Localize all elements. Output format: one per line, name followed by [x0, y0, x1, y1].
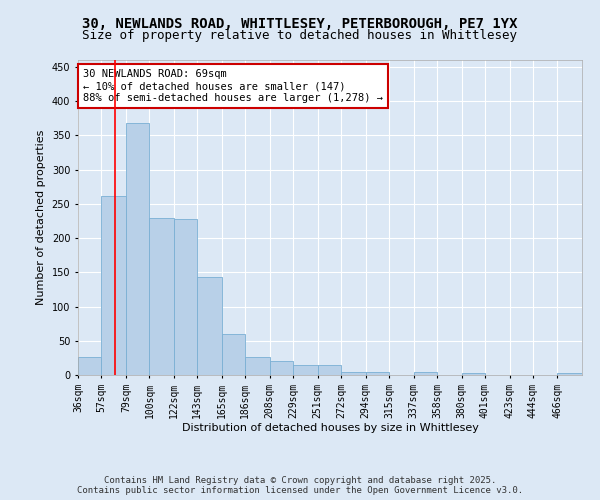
Bar	[197, 277, 222, 375]
Bar	[318, 364, 341, 375]
Text: Contains HM Land Registry data © Crown copyright and database right 2025.
Contai: Contains HM Land Registry data © Crown c…	[77, 476, 523, 495]
Bar	[174, 219, 197, 375]
Y-axis label: Number of detached properties: Number of detached properties	[36, 130, 46, 305]
Bar	[222, 334, 245, 375]
Bar	[293, 364, 318, 375]
Text: Size of property relative to detached houses in Whittlesey: Size of property relative to detached ho…	[83, 29, 517, 42]
Text: 30 NEWLANDS ROAD: 69sqm
← 10% of detached houses are smaller (147)
88% of semi-d: 30 NEWLANDS ROAD: 69sqm ← 10% of detache…	[83, 70, 383, 102]
Bar	[101, 196, 126, 375]
Bar	[557, 373, 582, 375]
Bar	[78, 356, 101, 375]
Text: 30, NEWLANDS ROAD, WHITTLESEY, PETERBOROUGH, PE7 1YX: 30, NEWLANDS ROAD, WHITTLESEY, PETERBORO…	[82, 18, 518, 32]
Bar	[149, 218, 174, 375]
Bar	[270, 362, 293, 375]
Bar	[126, 123, 149, 375]
Bar	[245, 356, 270, 375]
X-axis label: Distribution of detached houses by size in Whittlesey: Distribution of detached houses by size …	[182, 424, 478, 434]
Bar	[341, 372, 365, 375]
Bar	[461, 373, 485, 375]
Bar	[365, 372, 389, 375]
Bar	[413, 372, 437, 375]
